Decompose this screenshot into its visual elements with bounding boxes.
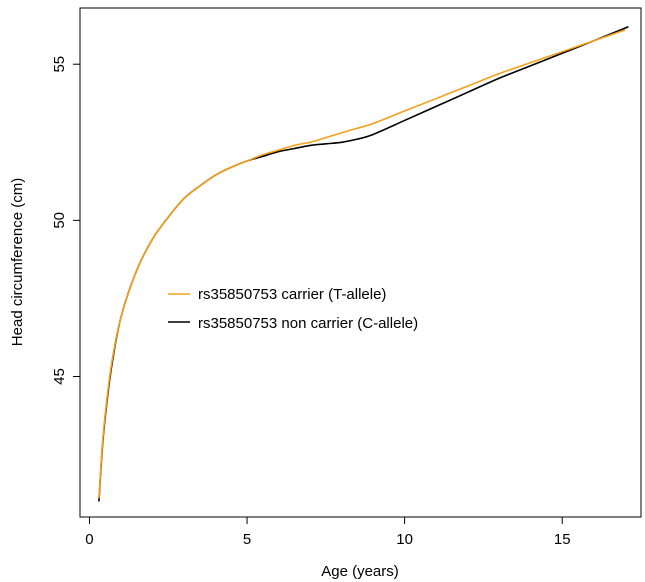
series-line-non-carrier — [98, 25, 629, 502]
x-axis: 0 5 10 15 — [85, 517, 571, 548]
legend: rs35850753 carrier (T-allele) rs35850753… — [168, 286, 418, 332]
x-tick-label: 10 — [396, 531, 413, 548]
y-tick-label: 55 — [51, 56, 68, 73]
legend-label-non-carrier: rs35850753 non carrier (C-allele) — [198, 315, 418, 332]
series-layer — [98, 25, 629, 502]
y-axis-label: Head circumference (cm) — [9, 178, 26, 346]
plot-frame — [79, 7, 642, 518]
x-tick-label: 15 — [554, 531, 571, 548]
x-tick-label: 0 — [85, 531, 93, 548]
y-axis: 45 50 55 — [51, 56, 80, 385]
legend-label-carrier: rs35850753 carrier (T-allele) — [198, 286, 386, 303]
y-tick-label: 45 — [51, 368, 68, 385]
y-tick-label: 50 — [51, 212, 68, 229]
x-tick-label: 5 — [243, 531, 251, 548]
x-axis-label: Age (years) — [321, 563, 399, 580]
series-line-carrier — [98, 29, 626, 499]
